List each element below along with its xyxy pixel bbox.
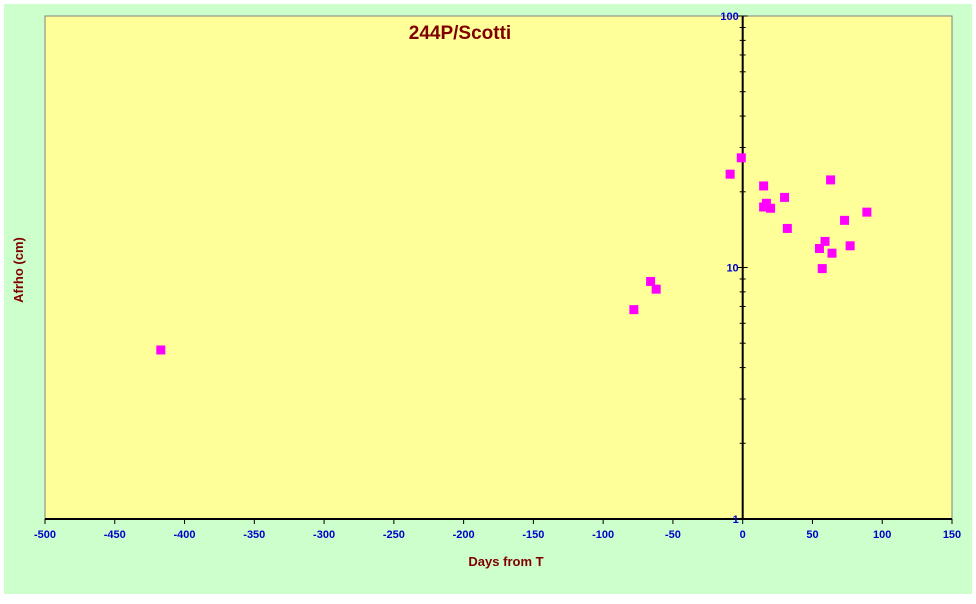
data-point (629, 305, 639, 315)
data-point (845, 241, 855, 251)
x-tick-label: 50 (806, 529, 818, 541)
data-point (826, 175, 836, 185)
data-point (780, 192, 790, 202)
data-point (817, 264, 827, 274)
data-point (766, 203, 776, 213)
data-point (814, 243, 824, 253)
x-tick-label: -150 (522, 529, 544, 541)
x-tick-label: 100 (873, 529, 891, 541)
data-point (156, 345, 166, 355)
data-point (782, 223, 792, 233)
x-tick-label: -450 (104, 529, 126, 541)
data-point (761, 198, 771, 208)
data-point (840, 215, 850, 225)
data-point (736, 153, 746, 163)
x-tick-label: 150 (943, 529, 961, 541)
data-point (759, 181, 769, 191)
x-tick-label: -350 (243, 529, 265, 541)
data-point (862, 207, 872, 217)
plot-area (44, 15, 953, 520)
data-point (827, 248, 837, 258)
chart-title: 244P/Scotti (409, 23, 511, 44)
x-tick-label: -300 (313, 529, 335, 541)
data-point (725, 169, 735, 179)
data-point (651, 284, 661, 294)
data-point (646, 276, 656, 286)
y-tick-label: 100 (720, 11, 738, 23)
x-tick-label: -500 (34, 529, 56, 541)
y-tick-label: 1 (733, 514, 739, 526)
x-tick-label: 0 (740, 529, 746, 541)
data-point (820, 236, 830, 246)
x-axis-label: Days from T (468, 554, 543, 569)
x-tick-label: -400 (174, 529, 196, 541)
x-tick-label: -200 (453, 529, 475, 541)
x-tick-label: -50 (665, 529, 681, 541)
y-tick-label: 10 (726, 263, 738, 275)
x-tick-label: -250 (383, 529, 405, 541)
x-tick-label: -100 (592, 529, 614, 541)
y-axis-label: Afrho (cm) (11, 237, 26, 303)
data-points (156, 153, 872, 355)
axes: -500 -450 -400 -350 -300 -250 -200 -150 -100 -50 0… (34, 11, 961, 541)
